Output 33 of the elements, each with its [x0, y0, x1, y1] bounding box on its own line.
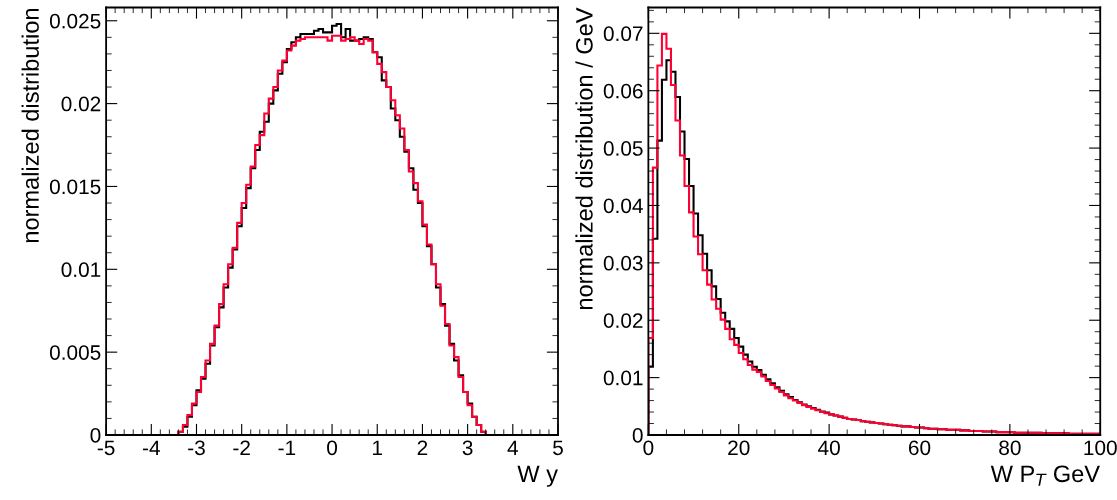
y-tick-label: 0.02	[603, 313, 643, 328]
y-tick-label: 0.025	[49, 13, 101, 29]
x-tick-label: 0	[643, 440, 654, 456]
x-tick-label: 0	[327, 440, 338, 456]
y-tick-label: 0	[632, 428, 643, 443]
x-tick-label: -4	[142, 440, 160, 455]
y-tick-label: 0.04	[603, 198, 643, 214]
y-tick-label: 0.015	[49, 179, 101, 195]
y-tick-label: 0.05	[603, 141, 643, 156]
x-tick-label: 5	[553, 440, 563, 456]
x-tick-label: -3	[188, 440, 205, 456]
x-tick-label: 60	[908, 440, 931, 456]
x-tick-label: -2	[233, 440, 250, 455]
y-tick-label: 0.06	[603, 83, 643, 99]
x-axis-title: W y	[517, 465, 558, 487]
x-tick-label: 80	[999, 440, 1021, 456]
x-axis-title: W P$_{T}$ GeV	[990, 465, 1100, 486]
y-axis-title: normalized distribution / GeV	[575, 7, 593, 310]
y-tick-label: 0.03	[603, 255, 643, 271]
y-axis-title: normalized distribution	[21, 9, 39, 243]
x-tick-label: -1	[278, 440, 296, 455]
y-tick-label: 0.01	[61, 262, 101, 278]
x-tick-label: 1	[373, 440, 383, 455]
x-tick-label: 4	[507, 440, 518, 455]
x-tick-label: 3	[462, 440, 473, 456]
x-tick-label: 100	[1084, 440, 1117, 456]
y-tick-label: 0.005	[49, 345, 101, 360]
x-tick-label: 20	[728, 440, 750, 456]
y-tick-label: 0.01	[603, 370, 643, 386]
y-tick-label: 0.02	[61, 96, 101, 112]
y-tick-label: 0.07	[603, 26, 643, 42]
x-tick-label: 2	[417, 440, 428, 455]
x-tick-label: 40	[818, 440, 840, 456]
